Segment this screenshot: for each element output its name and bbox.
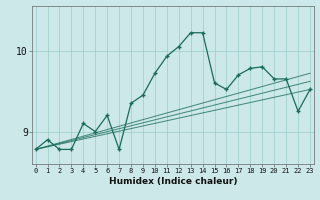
X-axis label: Humidex (Indice chaleur): Humidex (Indice chaleur)	[108, 177, 237, 186]
